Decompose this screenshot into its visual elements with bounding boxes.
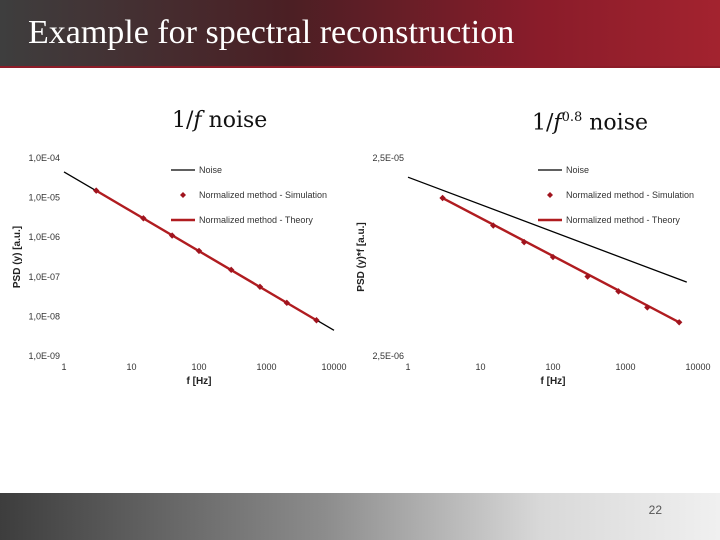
x-tick-label: 10000 <box>685 362 710 372</box>
simulation-data-point <box>228 266 235 274</box>
footer-bar: 22 <box>0 493 720 540</box>
legend-label: Normalized method - Simulation <box>566 190 694 200</box>
x-tick-label: 100 <box>545 362 560 372</box>
left-chart-caption: 1/f noise <box>172 108 267 133</box>
right-chart-caption: 1/f0.8 noise <box>532 110 648 135</box>
x-tick-label: 10000 <box>321 362 346 372</box>
x-tick-label: 10 <box>475 362 485 372</box>
chart-panel-right: 2,5E-06 2,5E-05 1 10 100 1000 10000 f [Hz] PSD (… <box>350 148 712 386</box>
simulation-data-point <box>549 253 557 261</box>
x-tick-label: 1000 <box>256 362 276 372</box>
right-caption-suffix: noise <box>582 110 649 136</box>
legend-label: Normalized method - Theory <box>199 215 313 225</box>
legend-simulation-marker <box>180 192 186 198</box>
simulation-data-point <box>439 194 446 202</box>
title-bar: Example for spectral reconstruction <box>0 0 720 66</box>
y-tick-label: 2,5E-05 <box>372 153 404 163</box>
simulation-data-point <box>168 232 176 239</box>
theory-series-line <box>95 189 318 322</box>
simulation-data-point <box>195 247 203 255</box>
simulation-data-point <box>140 215 147 222</box>
y-axis-label: PSD (y) [a.u.] <box>12 226 23 288</box>
chart-left: 1,0E-09 1,0E-08 1,0E-07 1,0E-06 1,0E-05 1,0E-… <box>12 153 347 386</box>
y-tick-label: 1,0E-05 <box>28 193 60 203</box>
simulation-data-point <box>490 222 497 229</box>
chart-right: 2,5E-06 2,5E-05 1 10 100 1000 10000 f [Hz] PSD (… <box>356 153 711 386</box>
right-caption-exponent: 0.8 <box>561 110 583 125</box>
y-tick-label: 1,0E-07 <box>28 272 60 282</box>
simulation-data-point <box>93 187 100 194</box>
simulation-data-point <box>256 283 264 290</box>
y-tick-label: 2,5E-06 <box>372 351 404 361</box>
left-caption-var: f <box>193 108 202 133</box>
x-tick-label: 100 <box>191 362 206 372</box>
x-tick-label: 1 <box>405 362 410 372</box>
x-tick-label: 1000 <box>615 362 635 372</box>
simulation-data-point <box>520 238 528 246</box>
x-axis-label: f [Hz] <box>187 376 212 386</box>
y-tick-label: 1,0E-04 <box>28 153 60 163</box>
right-caption-var: f <box>553 110 562 136</box>
theory-series-line <box>442 196 680 324</box>
chart-panel-left: 1,0E-09 1,0E-08 1,0E-07 1,0E-06 1,0E-05 1,0E-… <box>6 148 350 386</box>
legend-label: Noise <box>199 165 222 175</box>
y-tick-label: 1,0E-09 <box>28 351 60 361</box>
left-caption-prefix: 1/ <box>172 108 194 133</box>
simulation-data-point <box>615 288 622 295</box>
x-tick-label: 1 <box>61 362 66 372</box>
y-axis-label: PSD (y)*f [a.u.] <box>356 222 367 291</box>
legend-simulation-marker <box>547 192 553 198</box>
right-caption-prefix: 1/ <box>532 110 554 136</box>
x-axis-label: f [Hz] <box>541 376 566 386</box>
title-divider <box>0 66 720 68</box>
y-tick-label: 1,0E-08 <box>28 311 60 321</box>
legend-label: Noise <box>566 165 589 175</box>
legend-label: Normalized method - Simulation <box>199 190 327 200</box>
x-tick-label: 10 <box>126 362 136 372</box>
left-caption-suffix: noise <box>201 108 268 133</box>
y-tick-label: 1,0E-06 <box>28 232 60 242</box>
legend-label: Normalized method - Theory <box>566 215 680 225</box>
slide-title: Example for spectral reconstruction <box>28 14 515 51</box>
noise-series-line <box>407 176 687 283</box>
page-number: 22 <box>648 503 662 517</box>
